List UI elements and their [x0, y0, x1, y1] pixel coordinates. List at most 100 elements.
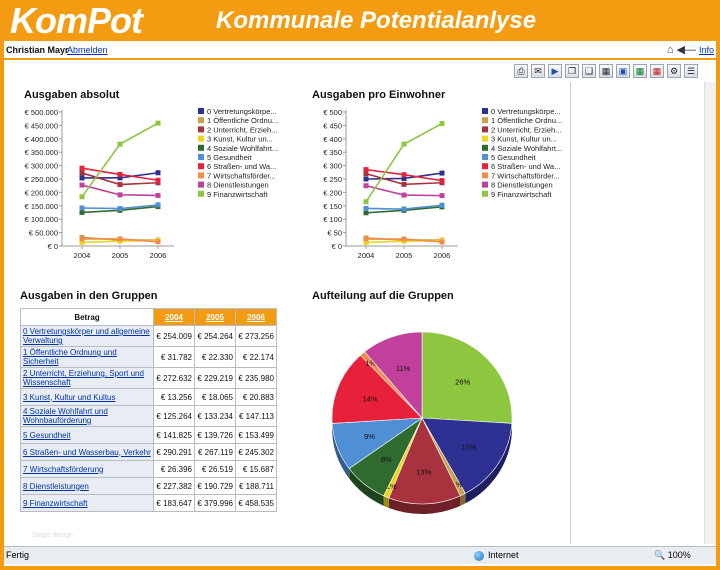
- pie-chart-title: Aufteilung auf die Gruppen: [312, 290, 454, 302]
- data-point: [401, 181, 407, 187]
- group-link[interactable]: 4 Soziale Wohlfahrt und Wohnbauförderung: [20, 405, 154, 427]
- paste-icon[interactable]: ❑: [582, 64, 596, 78]
- table-row: 0 Vertretungskörper und allgemeine Verwa…: [20, 325, 277, 347]
- y-tick-label: € 400: [323, 135, 342, 144]
- data-point: [363, 167, 369, 173]
- amount-cell: € 254.264: [194, 325, 236, 347]
- settings-icon[interactable]: ⚙: [667, 64, 681, 78]
- window-icon[interactable]: ▣: [616, 64, 630, 78]
- info-link[interactable]: Info: [698, 45, 714, 55]
- legend-label: 9 Finanzwirtschaft: [207, 190, 268, 199]
- chart-type-icon[interactable]: ▦: [599, 64, 613, 78]
- zoom-level[interactable]: 🔍 100%: [654, 550, 691, 560]
- data-point: [401, 236, 407, 242]
- y-tick-label: € 450.000: [25, 121, 58, 130]
- table-row: 5 Gesundheit € 141.825 € 139.726 € 153.499: [20, 426, 277, 444]
- data-point: [117, 141, 123, 147]
- copy-icon[interactable]: ❐: [565, 64, 579, 78]
- amount-cell: € 188.711: [235, 477, 277, 495]
- y-tick-label: € 200.000: [25, 188, 58, 197]
- pie-slice-side: [383, 495, 389, 508]
- amount-cell: € 245.302: [235, 443, 277, 461]
- logout-link[interactable]: Abmelden: [67, 45, 108, 55]
- play-icon[interactable]: ▶: [548, 64, 562, 78]
- vertical-scrollbar[interactable]: [704, 82, 716, 544]
- amount-cell: € 267.119: [194, 443, 236, 461]
- export-excel-icon[interactable]: ▦: [633, 64, 647, 78]
- table-row: 1 Öffentliche Ordnung und Sicherheit € 31…: [20, 346, 277, 368]
- amount-cell: € 254.009: [153, 325, 195, 347]
- export-pdf-icon[interactable]: ▦: [650, 64, 664, 78]
- y-tick-label: € 350: [323, 148, 342, 157]
- data-point: [363, 205, 369, 211]
- amount-cell: € 153.499: [235, 426, 277, 444]
- pie-slice[interactable]: [331, 354, 423, 424]
- year-2004-header[interactable]: 2004: [153, 308, 195, 326]
- legend-swatch: [482, 126, 488, 133]
- data-point: [79, 194, 85, 200]
- legend-swatch: [198, 117, 204, 124]
- pie-slice-label: 9%: [364, 432, 375, 441]
- amount-cell: € 272.632: [153, 367, 195, 389]
- legend-label: 9 Finanzwirtschaft: [491, 190, 552, 199]
- zone-label: Internet: [488, 550, 519, 560]
- data-point: [117, 206, 123, 212]
- year-2005-header[interactable]: 2005: [194, 308, 236, 326]
- amount-cell: € 20.883: [235, 388, 277, 406]
- amount-cell: € 15.687: [235, 460, 277, 478]
- groups-table: Betrag 2004 2005 2006 0 Vertretungskörpe…: [20, 308, 277, 512]
- group-link[interactable]: 0 Vertretungskörper und allgemeine Verwa…: [20, 325, 154, 347]
- data-point: [79, 165, 85, 171]
- data-point: [79, 236, 85, 242]
- year-2006-header[interactable]: 2006: [235, 308, 277, 326]
- legend-label: 1 Öffentliche Ordnu...: [491, 116, 562, 125]
- group-link[interactable]: 9 Finanzwirtschaft: [20, 494, 154, 512]
- data-point: [363, 176, 369, 182]
- pie-slice[interactable]: [421, 417, 513, 494]
- data-point: [79, 239, 85, 245]
- data-point: [155, 202, 161, 208]
- back-arrow-icon[interactable]: ◀—: [676, 44, 696, 56]
- legend-swatch: [198, 126, 204, 133]
- print-icon[interactable]: ⎙: [514, 64, 528, 78]
- y-tick-label: € 100: [323, 215, 342, 224]
- group-link[interactable]: 3 Kunst, Kultur und Kultus: [20, 388, 154, 406]
- data-point: [363, 183, 369, 189]
- layout-icon[interactable]: ☰: [684, 64, 698, 78]
- group-link[interactable]: 5 Gesundheit: [20, 426, 154, 444]
- y-tick-label: € 0: [48, 242, 58, 251]
- group-link[interactable]: 6 Straßen- und Wasserbau, Verkehr: [20, 443, 154, 461]
- series-line: [365, 122, 443, 203]
- mail-icon[interactable]: ✉: [531, 64, 545, 78]
- group-link[interactable]: 2 Unterricht, Erziehung, Sport und Wisse…: [20, 367, 154, 389]
- legend-label: 3 Kunst, Kultur un...: [207, 135, 273, 144]
- amount-cell: € 141.825: [153, 426, 195, 444]
- abs-line-chart: € 0 € 50.000 € 100.000 € 150.000 € 200.000 € …: [25, 107, 279, 260]
- amount-cell: € 227.382: [153, 477, 195, 495]
- data-point: [155, 177, 161, 183]
- pie-slice[interactable]: [364, 331, 423, 419]
- group-link[interactable]: 7 Wirtschaftsförderung: [20, 460, 154, 478]
- legend-label: 2 Unterricht, Erzieh...: [207, 125, 277, 134]
- amount-cell: € 139.726: [194, 426, 236, 444]
- pie-slice-label: 1%: [365, 359, 376, 368]
- amount-cell: € 379.996: [194, 494, 236, 512]
- pie-slice-label: 8%: [381, 455, 392, 464]
- amount-cell: € 235.980: [235, 367, 277, 389]
- amount-header: Betrag: [20, 308, 154, 326]
- y-tick-label: € 50.000: [29, 229, 58, 238]
- pie-slice[interactable]: [421, 331, 513, 424]
- group-link[interactable]: 1 Öffentliche Ordnung und Sicherheit: [20, 346, 154, 368]
- group-link[interactable]: 8 Dienstleistungen: [20, 477, 154, 495]
- y-tick-label: € 400.000: [25, 135, 58, 144]
- groups-pie-chart: 26% 16% 1% 13% 1% 8% 9% 14% 1% 11%: [331, 331, 513, 514]
- y-tick-label: € 150: [323, 202, 342, 211]
- amount-cell: € 18.065: [194, 388, 236, 406]
- legend-label: 3 Kunst, Kultur un...: [491, 135, 557, 144]
- legend-swatch: [482, 108, 488, 114]
- y-tick-label: € 450: [323, 121, 342, 130]
- x-tick-label: 2004: [358, 251, 375, 260]
- legend-label: 0 Vertretungskörpe...: [207, 107, 277, 116]
- pie-slice[interactable]: [388, 417, 461, 505]
- home-icon[interactable]: ⌂: [666, 44, 674, 56]
